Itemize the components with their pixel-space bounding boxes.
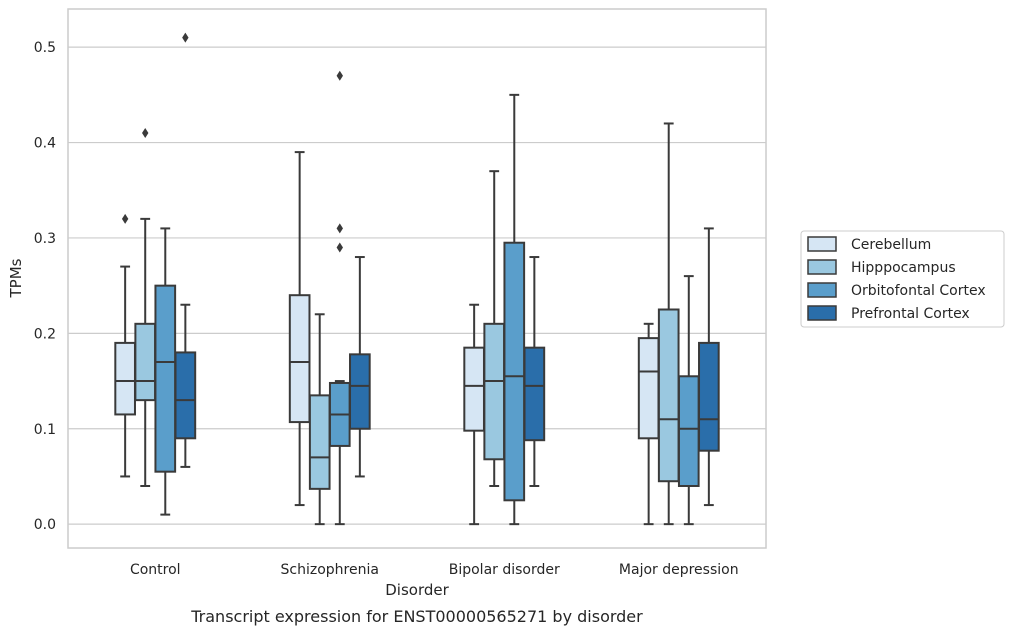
y-axis-title: TPMs xyxy=(7,258,25,298)
outlier-point xyxy=(121,213,129,224)
box-body xyxy=(523,346,546,442)
box-body xyxy=(698,341,720,452)
x-tick-labels: Control Schizophrenia Bipolar disorder Majo… xyxy=(130,562,739,578)
outlier-point xyxy=(336,70,343,81)
outlier-point xyxy=(336,242,343,253)
legend-label: Prefrontal Cortex xyxy=(851,306,970,322)
x-axis-title: Disorder xyxy=(385,581,449,599)
box-body xyxy=(483,322,506,461)
outlier-point xyxy=(142,128,149,139)
x-tick-label: Control xyxy=(130,562,181,578)
y-tick-labels: 0.0 0.1 0.2 0.3 0.4 0.5 xyxy=(34,40,56,533)
box-body xyxy=(349,353,371,430)
box-cerebellum xyxy=(288,151,311,507)
box-body xyxy=(154,284,177,473)
y-tick-label: 0.0 xyxy=(34,517,56,533)
box-prefrontal-cortex xyxy=(349,256,371,478)
chart-caption: Transcript expression for ENST0000056527… xyxy=(190,607,643,626)
y-tick-label: 0.3 xyxy=(34,231,56,247)
y-tick-label: 0.4 xyxy=(34,136,56,152)
legend-swatch xyxy=(807,259,837,275)
box-prefrontal-cortex xyxy=(698,227,720,507)
y-tick-label: 0.5 xyxy=(34,40,56,56)
x-tick-label: Major depression xyxy=(619,562,739,578)
legend-frame xyxy=(800,230,1005,328)
box-body xyxy=(288,294,311,424)
box-body xyxy=(657,308,680,483)
legend-label: Hipppocampus xyxy=(851,260,956,276)
box-body xyxy=(114,341,136,416)
x-tick-label: Schizophrenia xyxy=(281,562,379,578)
legend-swatch xyxy=(807,305,837,321)
y-tick-label: 0.2 xyxy=(34,326,56,342)
box-body xyxy=(134,322,157,402)
y-tick-label: 0.1 xyxy=(34,422,56,438)
box-prefrontal-cortex xyxy=(174,32,197,468)
box-body xyxy=(174,351,197,440)
outlier-point xyxy=(182,32,189,43)
box-body xyxy=(677,375,700,487)
plot-frame xyxy=(67,8,767,549)
legend: Cerebellum Hipppocampus Orbitofontal Corte… xyxy=(800,230,1005,328)
box-body xyxy=(503,241,526,502)
legend-swatch xyxy=(807,236,837,252)
box-body xyxy=(637,337,660,440)
box-prefrontal-cortex xyxy=(523,256,546,487)
box-groups xyxy=(114,32,720,526)
plot-area xyxy=(68,9,766,548)
box-body xyxy=(308,394,331,490)
box-cerebellum xyxy=(114,213,136,478)
box-orbitofontal-cortex xyxy=(328,70,351,526)
outlier-point xyxy=(336,223,343,234)
box-hipppocampus xyxy=(134,128,157,487)
box-body xyxy=(463,346,485,432)
legend-swatch xyxy=(807,282,837,298)
box-hipppocampus xyxy=(483,170,506,487)
x-tick-label: Bipolar disorder xyxy=(449,562,560,578)
legend-label: Orbitofontal Cortex xyxy=(851,283,986,299)
legend-label: Cerebellum xyxy=(851,237,931,253)
